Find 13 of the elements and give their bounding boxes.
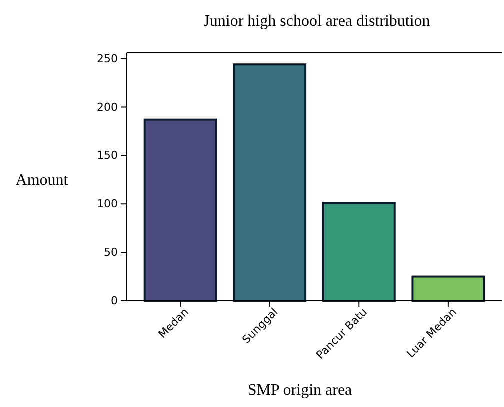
bar	[233, 64, 307, 302]
y-tick-label: 150	[97, 149, 118, 162]
y-tick-label: 50	[104, 246, 118, 260]
y-tick-label: 0	[111, 294, 118, 308]
chart-title: Junior high school area distribution	[204, 13, 430, 30]
y-axis-title: Amount	[16, 172, 69, 189]
x-axis-title: SMP origin area	[248, 382, 352, 399]
y-tick-label: 100	[97, 198, 118, 211]
y-tick-label: 250	[97, 52, 118, 66]
y-tick-label: 200	[97, 100, 118, 114]
bar	[412, 276, 486, 302]
bar	[144, 118, 218, 302]
bar	[322, 202, 396, 302]
